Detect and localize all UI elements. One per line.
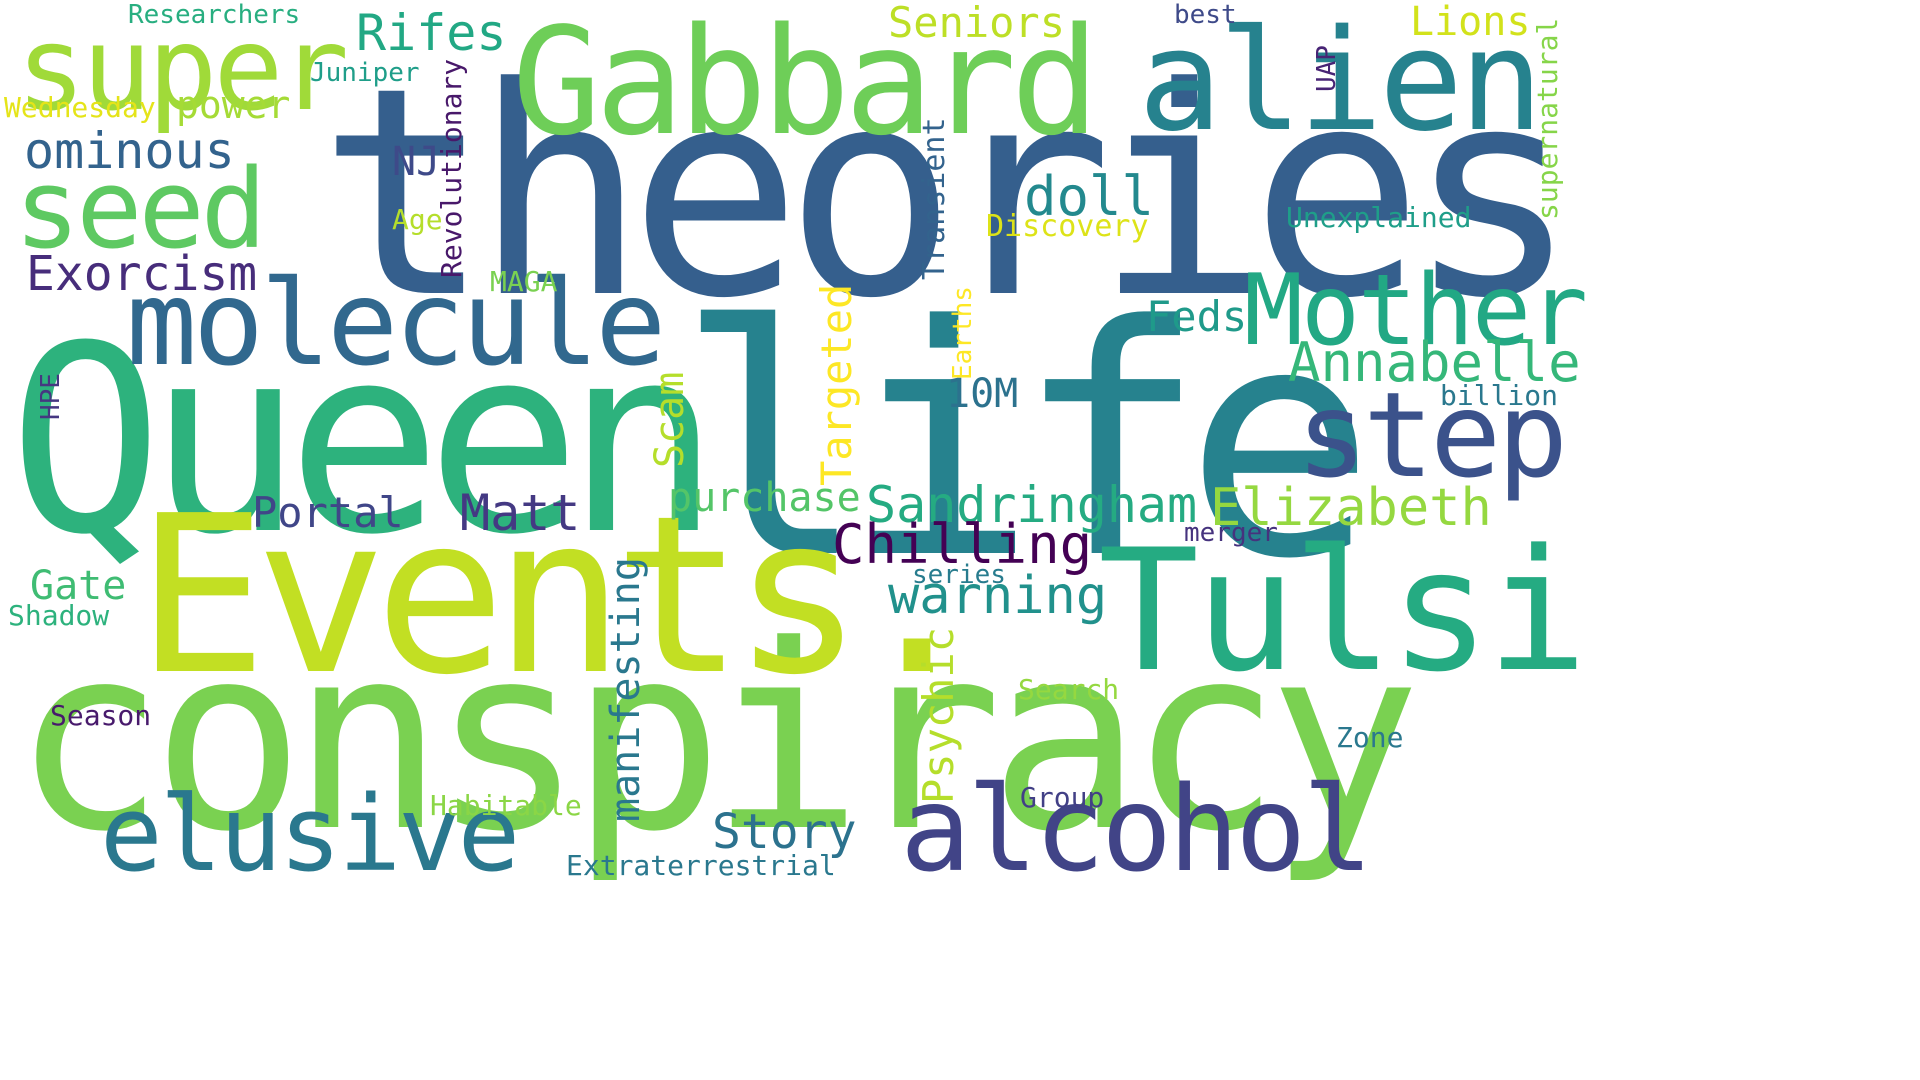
word-extraterrestrial: Extraterrestrial <box>566 849 836 882</box>
word-zone: Zone <box>1336 721 1404 754</box>
word-purchase: purchase <box>668 475 861 521</box>
word-seed: seed <box>14 145 267 273</box>
word-unexplained: Unexplained <box>1286 201 1472 234</box>
word-doll: doll <box>1024 165 1155 228</box>
word-discovery: Discovery <box>986 209 1149 244</box>
word-conspiracy: conspiracy <box>12 591 1421 888</box>
word-portal: Portal <box>252 488 404 537</box>
word-mother: Mother <box>1244 254 1588 368</box>
word-search: Search <box>1018 673 1120 706</box>
word-life: life <box>676 258 1376 628</box>
word-habitable: Habitable <box>430 789 582 822</box>
word-10m: 10M <box>946 371 1019 417</box>
word-psychic: Psychic <box>914 626 963 804</box>
word-warning: warning <box>888 566 1108 626</box>
word-sandringham: Sandringham <box>866 476 1198 534</box>
word-hpe: HPE <box>36 373 66 420</box>
word-manifesting: manifesting <box>603 557 649 822</box>
word-revolutionary: Revolutionary <box>435 58 468 278</box>
word-researchers: Researchers <box>128 0 301 30</box>
word-matt: Matt <box>460 484 581 542</box>
word-lions: Lions <box>1410 0 1531 45</box>
word-gabbard: Gabbard <box>512 0 1100 168</box>
word-alcohol: alcohol <box>900 760 1373 898</box>
word-power: power <box>176 83 291 127</box>
word-group: Group <box>1020 781 1105 814</box>
word-nj: NJ <box>392 139 441 185</box>
word-rifes: Rifes <box>356 4 507 62</box>
word-age: Age <box>392 203 443 236</box>
word-shadow: Shadow <box>8 599 110 632</box>
word-molecule: molecule <box>126 254 666 392</box>
word-events: Events. <box>136 470 983 723</box>
word-transient: Transient <box>917 117 952 280</box>
word-scam: Scam <box>647 371 693 468</box>
word-best: best <box>1174 0 1237 30</box>
word-supernatural: supernatural <box>1531 17 1564 220</box>
word-super: super <box>16 2 349 137</box>
word-earths: Earths <box>948 286 978 380</box>
word-step: step <box>1296 366 1568 504</box>
word-merger: merger <box>1184 518 1278 548</box>
word-tulsi: Tulsi <box>1098 513 1588 709</box>
word-series: series <box>912 560 1006 590</box>
word-gate: Gate <box>30 563 127 609</box>
word-exorcism: Exorcism <box>26 246 258 302</box>
word-chilling: Chilling <box>832 513 1093 576</box>
word-queen: Queen <box>8 291 721 591</box>
word-season: Season <box>50 699 152 732</box>
word-targeted: Targeted <box>812 283 861 486</box>
word-billion: billion <box>1440 379 1559 412</box>
word-theories: theories <box>318 26 1579 361</box>
word-feds: Feds <box>1146 292 1248 341</box>
word-seniors: Seniors <box>888 0 1066 47</box>
word-wednesday: Wednesday <box>4 91 156 124</box>
word-story: Story <box>712 804 857 860</box>
word-elizabeth: Elizabeth <box>1210 478 1492 538</box>
word-elusive: elusive <box>100 773 520 895</box>
word-alien: alien <box>1138 0 1543 163</box>
word-uap: UAP <box>1312 45 1342 92</box>
word-juniper: Juniper <box>310 58 420 88</box>
word-annabelle: Annabelle <box>1288 331 1581 394</box>
word-maga: MAGA <box>490 265 558 298</box>
word-ominous: ominous <box>24 122 235 180</box>
